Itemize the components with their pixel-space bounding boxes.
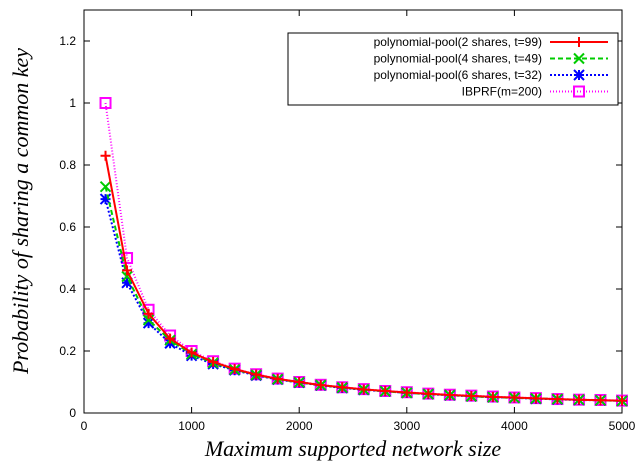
- x-tick-label: 2000: [286, 419, 313, 433]
- data-point: [122, 265, 133, 276]
- data-point: [487, 391, 498, 402]
- axis-ticks: 0 1000 2000 3000 4000 5000 0 0.2 0.4 0.6 0.8 1 1.2: [59, 10, 636, 433]
- data-point: [143, 308, 154, 319]
- x-axis-title: Maximum supported network size: [204, 436, 502, 461]
- data-point: [380, 385, 391, 396]
- plot-frame: [83, 9, 623, 414]
- legend-label: IBPRF(m=200): [462, 85, 542, 99]
- data-point: [272, 373, 283, 384]
- series-line: [104, 155, 623, 402]
- data-point: [574, 37, 584, 47]
- data-point: [595, 395, 606, 406]
- data-point: [573, 69, 585, 81]
- data-point: [142, 317, 155, 329]
- series-1: [100, 150, 627, 406]
- legend-label: polynomial-pool(4 shares, t=49): [374, 52, 542, 66]
- y-tick-label: 0.6: [59, 220, 76, 234]
- data-point: [573, 85, 585, 98]
- y-tick-label: 0.4: [59, 282, 76, 296]
- series-layer: [99, 97, 628, 407]
- y-tick-label: 1.2: [59, 34, 76, 48]
- y-tick-label: 0.8: [59, 158, 76, 172]
- x-tick-label: 5000: [609, 419, 636, 433]
- data-point: [229, 363, 240, 374]
- legend-box: [287, 32, 619, 106]
- data-point: [401, 387, 412, 398]
- data-point: [100, 150, 111, 161]
- data-point: [509, 392, 520, 403]
- data-point: [617, 395, 627, 406]
- data-point: [573, 52, 585, 65]
- data-point: [121, 277, 133, 289]
- data-point: [208, 356, 219, 367]
- data-point: [121, 270, 133, 283]
- series-line: [104, 102, 623, 402]
- series-line: [104, 186, 623, 402]
- data-point: [186, 347, 197, 358]
- x-tick-label: 3000: [393, 419, 420, 433]
- data-point: [337, 382, 348, 393]
- data-point: [530, 393, 541, 404]
- x-tick-label: 1000: [178, 419, 205, 433]
- data-point: [552, 394, 563, 405]
- data-point: [444, 390, 455, 401]
- legend: polynomial-pool(2 shares, t=99) polynomia…: [287, 32, 619, 106]
- series-line: [104, 198, 623, 402]
- data-point: [573, 394, 584, 405]
- data-point: [423, 388, 434, 399]
- series-2: [99, 180, 628, 407]
- y-tick-label: 0: [69, 406, 76, 420]
- data-point: [315, 380, 326, 391]
- x-tick-label: 4000: [501, 419, 528, 433]
- series-3: [99, 193, 628, 407]
- legend-label: polynomial-pool(6 shares, t=32): [374, 68, 542, 82]
- y-tick-label: 1: [69, 96, 76, 110]
- data-point: [165, 333, 176, 344]
- data-point: [99, 180, 112, 193]
- data-point: [466, 390, 477, 401]
- legend-label: polynomial-pool(2 shares, t=99): [374, 35, 542, 49]
- data-point: [99, 97, 112, 109]
- data-point: [294, 377, 305, 387]
- data-point: [251, 369, 262, 380]
- y-tick-label: 0.2: [59, 344, 76, 358]
- data-point: [358, 384, 369, 395]
- data-point: [99, 193, 112, 205]
- y-axis-title: Probability of sharing a common key: [8, 48, 33, 375]
- series-4: [99, 97, 628, 407]
- x-tick-label: 0: [81, 419, 88, 433]
